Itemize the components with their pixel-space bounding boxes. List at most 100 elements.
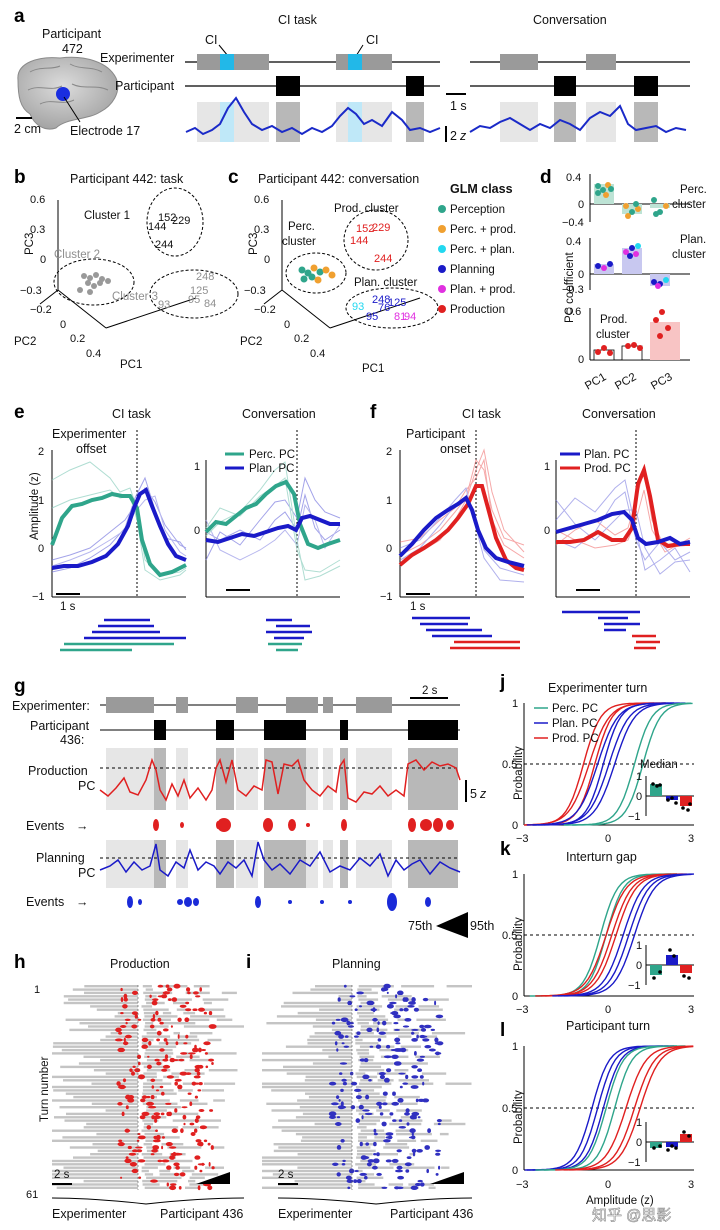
h-bottom-left: Experimenter: [52, 1207, 126, 1221]
b-c3-num-3: 95: [188, 294, 200, 306]
panel-label-a: a: [14, 6, 25, 27]
c-plan-num-7: 94: [404, 311, 416, 323]
k-inset-tick-3: −1: [628, 980, 641, 992]
d-top-points: [595, 182, 669, 219]
c-prod-cluster-label: Prod. cluster: [334, 203, 399, 215]
f-ytick-2: 1: [386, 495, 392, 507]
title-b: Participant 442: task: [70, 172, 184, 186]
participant-id: 472: [62, 42, 83, 56]
panel-label-c: c: [228, 167, 239, 188]
i-wedge: [430, 1172, 464, 1184]
f-ytick-4: −1: [380, 591, 393, 603]
panel-label-h: h: [14, 952, 26, 973]
c-y-tick-3: 0.2: [294, 333, 309, 345]
f-plan-pc-task: [398, 494, 525, 568]
f-onset-label-2: onset: [440, 442, 471, 456]
f-legend-prod: Prod. PC: [584, 463, 631, 475]
c-plan-num-6: 81: [394, 311, 406, 323]
amp-scale-num-a: 2: [450, 129, 457, 143]
k-ytick-3: 0: [512, 991, 518, 1003]
g-plan-events: [127, 893, 431, 911]
g-pct75: 75th: [408, 919, 432, 933]
b-z-tick-3: 0: [40, 254, 46, 266]
f-legend-plan: Plan. PC: [584, 449, 629, 461]
d-mid-tick-2: 0: [578, 269, 584, 281]
j-cdfs: [524, 702, 693, 826]
b-cluster1-outline: [146, 187, 204, 257]
b-c1-num-3: 144: [148, 221, 166, 233]
l-cdfs: [524, 1045, 694, 1171]
c-pc1-label: PC1: [362, 363, 384, 375]
j-xtick-2: 0: [605, 833, 611, 845]
brain-scale-label: 2 cm: [14, 122, 41, 136]
d-xtick-pc3: PC3: [649, 371, 674, 393]
b-cluster1-label: Cluster 1: [84, 210, 130, 222]
d-bottom-axes: [589, 308, 690, 361]
b-y-tick-1: −0.2: [30, 304, 52, 316]
g-amp-scale-unit: z: [479, 787, 487, 801]
l-inset-tick-3: −1: [628, 1157, 641, 1169]
title-conversation-f: Conversation: [582, 407, 656, 421]
legend-label-perception: Perception: [450, 204, 505, 216]
k-xtick-1: −3: [516, 1004, 529, 1016]
c-perc-cluster-label-2: cluster: [282, 236, 316, 248]
e-ytick2-2: 0: [194, 525, 200, 537]
d-bot-tick-2: 0: [578, 354, 584, 366]
l-xlabel: Amplitude (z): [586, 1195, 654, 1207]
e-offset-label-1: Experimenter: [52, 427, 126, 441]
c-z-tick-1: 0.6: [254, 194, 269, 206]
electrode-signal-conv: [469, 104, 687, 134]
b-c1-num-1: 152: [158, 212, 176, 224]
k-inset-tick-1: 1: [636, 940, 642, 952]
k-cdfs: [529, 873, 694, 997]
c-prod-num-1: 152: [356, 223, 374, 235]
b-cluster2-points: [77, 272, 111, 295]
d-xtick-pc1: PC1: [583, 371, 608, 393]
h-raster: [52, 983, 244, 1191]
title-l: Participant turn: [566, 1019, 650, 1033]
legend-label-plan-prod: Plan. + prod.: [450, 284, 516, 296]
g-planning-pc-label-1: Planning: [36, 851, 85, 865]
e-ytick-2: 1: [38, 495, 44, 507]
c-z-tick-3: 0: [264, 254, 270, 266]
c-plan-num-3: 93: [352, 301, 364, 313]
panel-label-l: l: [500, 1020, 505, 1041]
j-inset-tick-1: 1: [636, 771, 642, 783]
d-prod-label-2: cluster: [596, 329, 630, 341]
c-plan-outline: [345, 287, 439, 329]
k-axes: [523, 874, 694, 997]
b-cluster2-outline: [53, 258, 135, 306]
c-z-tick-2: 0.3: [254, 224, 269, 236]
h-wedge: [196, 1172, 230, 1184]
legend-label-perc-plan: Perc. + plan.: [450, 244, 515, 256]
f-ytick2-1: 1: [544, 461, 550, 473]
legend-dot-perc-plan: [438, 245, 446, 253]
f-prod-pc-task: [398, 484, 525, 572]
e-offset-label-2: offset: [76, 442, 107, 456]
d-bottom-points: [595, 309, 671, 356]
legend-label-perc-prod: Perc. + prod.: [450, 224, 516, 236]
d-top-axes: [589, 174, 690, 222]
b-c3-num-4: 93: [158, 299, 170, 311]
c-prod-num-2: 229: [372, 222, 390, 234]
j-xtick-1: −3: [516, 833, 529, 845]
brain-illustration: [17, 56, 119, 130]
legend-dot-production: [438, 305, 446, 313]
panel-label-b: b: [14, 167, 26, 188]
g-events-arrow-plan: →: [76, 895, 89, 909]
k-ytick-1: 1: [512, 869, 518, 881]
c-plan-num-2: 125: [388, 297, 406, 309]
l-xtick-3: 3: [688, 1179, 694, 1191]
legend-dot-perception: [438, 205, 446, 213]
g-events-label-plan: Events: [26, 895, 64, 909]
b-pc1-label: PC1: [120, 359, 142, 371]
l-ytick-3: 0: [512, 1165, 518, 1177]
ci-label-1: CI: [205, 33, 218, 47]
c-pc3-label: PC3: [248, 233, 260, 255]
l-xtick-2: 0: [605, 1179, 611, 1191]
j-ytick-2: 0.5: [502, 759, 517, 771]
axes-3d-c: [263, 200, 421, 329]
k-xtick-3: 3: [688, 1004, 694, 1016]
g-pct95: 95th: [470, 919, 494, 933]
